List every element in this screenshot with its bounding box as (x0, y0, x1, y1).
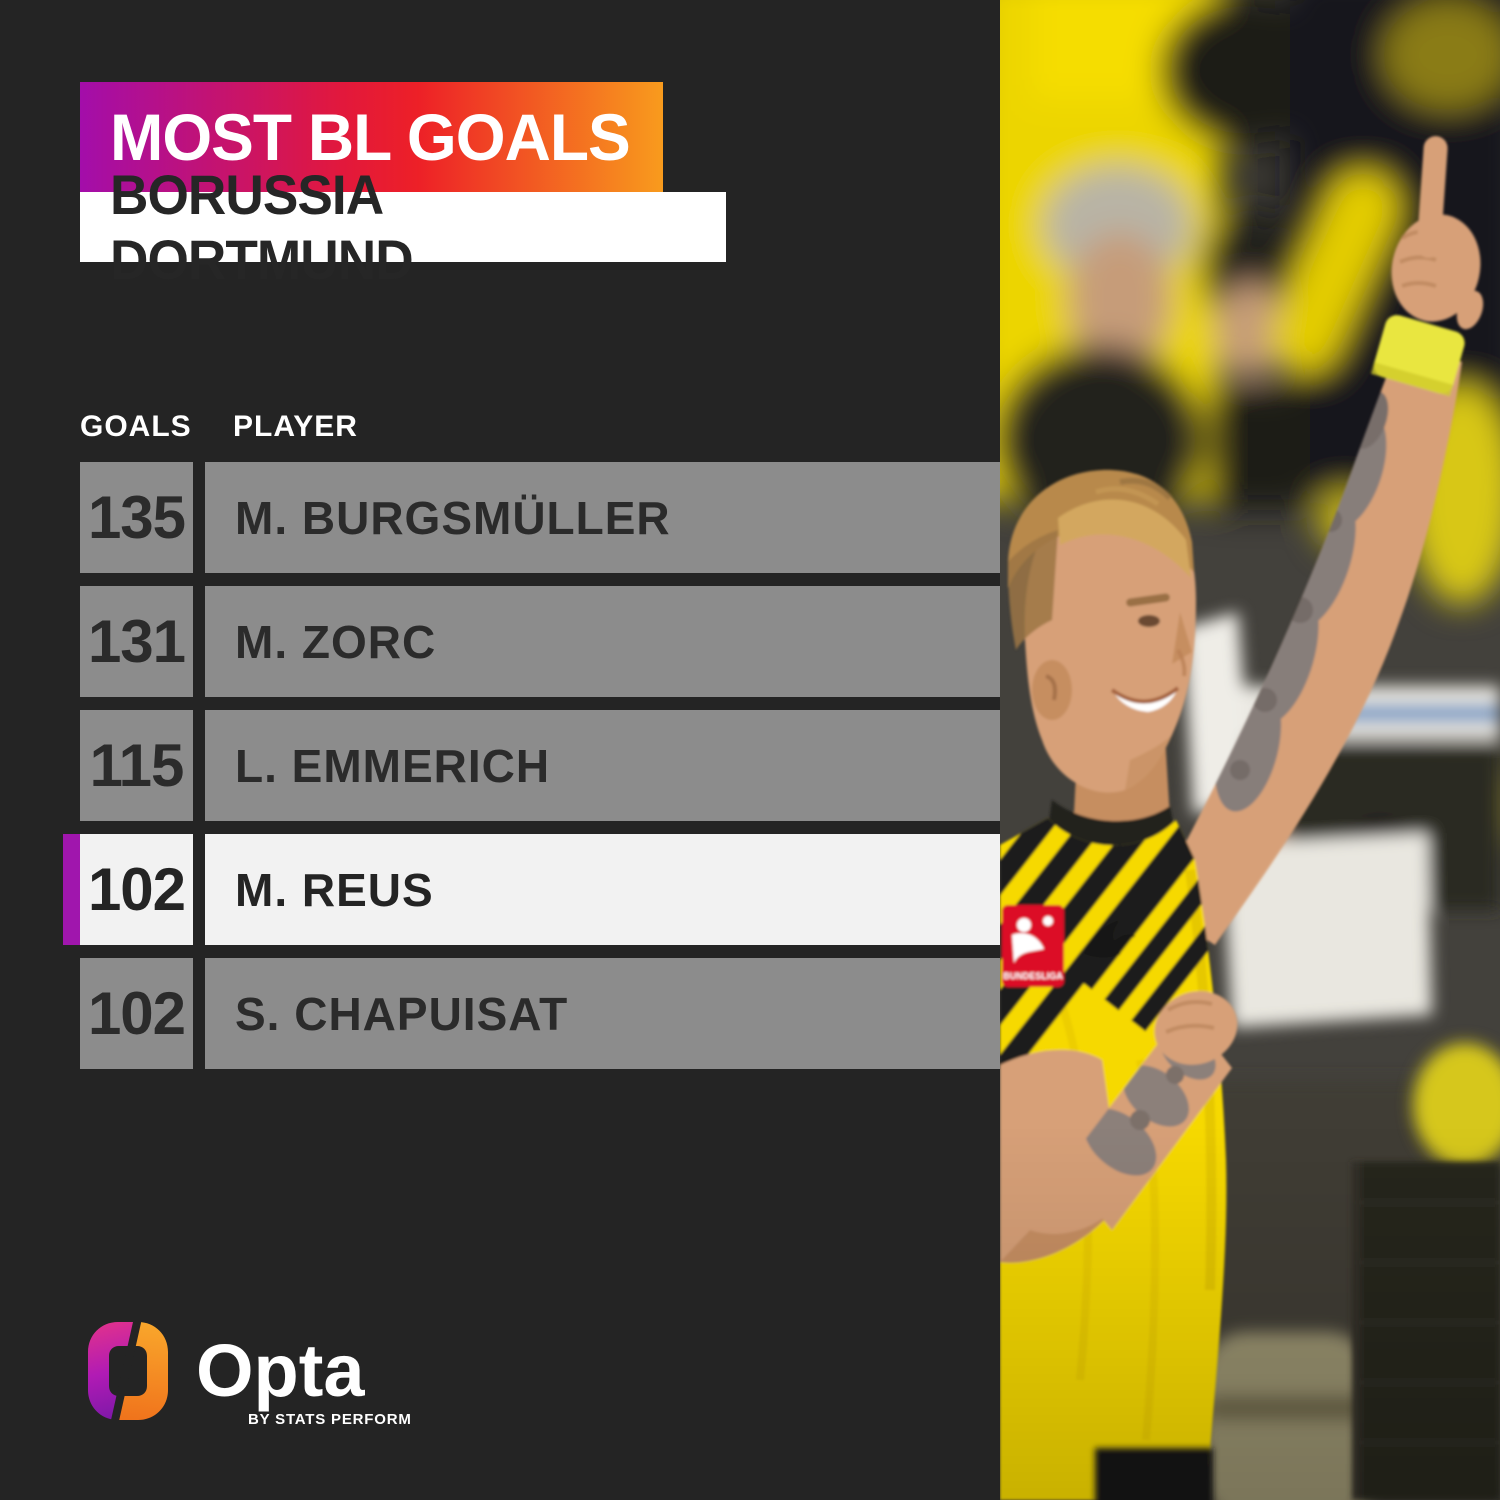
table-row: 115 L. EMMERICH (80, 710, 1000, 821)
stats-panel: MOST BL GOALS BORUSSIA DORTMUND GOALS PL… (63, 82, 1000, 1428)
opta-tagline: BY STATS PERFORM (248, 1411, 412, 1428)
goals-cell: 102 (80, 834, 193, 945)
player-column-header: PLAYER (233, 410, 358, 443)
table-row: 102 S. CHAPUISAT (80, 958, 1000, 1069)
opta-logo-icon (88, 1322, 168, 1421)
goals-cell: 115 (80, 710, 193, 821)
player-cell: M. REUS (205, 834, 1000, 945)
goals-column-header: GOALS (80, 410, 192, 443)
opta-branding: Opta BY STATS PERFORM (88, 1322, 412, 1428)
table-row-highlighted: 102 M. REUS (63, 834, 1000, 945)
marco-reus-illustration: BUNDESLIGA (1000, 0, 1500, 1500)
highlight-accent-bar (63, 834, 80, 945)
player-cell: S. CHAPUISAT (205, 958, 1000, 1069)
player-cell: L. EMMERICH (205, 710, 1000, 821)
goals-cell: 135 (80, 462, 193, 573)
opta-wordmark: Opta (196, 1329, 365, 1412)
table-row: 131 M. ZORC (80, 586, 1000, 697)
player-cell: M. ZORC (205, 586, 1000, 697)
subtitle-banner: BORUSSIA DORTMUND (80, 163, 726, 291)
title-banner: MOST BL GOALS (80, 82, 663, 192)
page-title: MOST BL GOALS (110, 100, 631, 174)
table-header: GOALS PLAYER (80, 410, 1000, 450)
player-cell: M. BURGSMÜLLER (205, 462, 1000, 573)
page-subtitle: BORUSSIA DORTMUND (110, 163, 414, 291)
goals-cell: 131 (80, 586, 193, 697)
goals-table: 135 M. BURGSMÜLLER 131 M. ZORC 115 L. EM… (63, 462, 1000, 1082)
table-row: 135 M. BURGSMÜLLER (80, 462, 1000, 573)
player-photo: BUNDESLIGA (1000, 0, 1500, 1500)
goals-cell: 102 (80, 958, 193, 1069)
